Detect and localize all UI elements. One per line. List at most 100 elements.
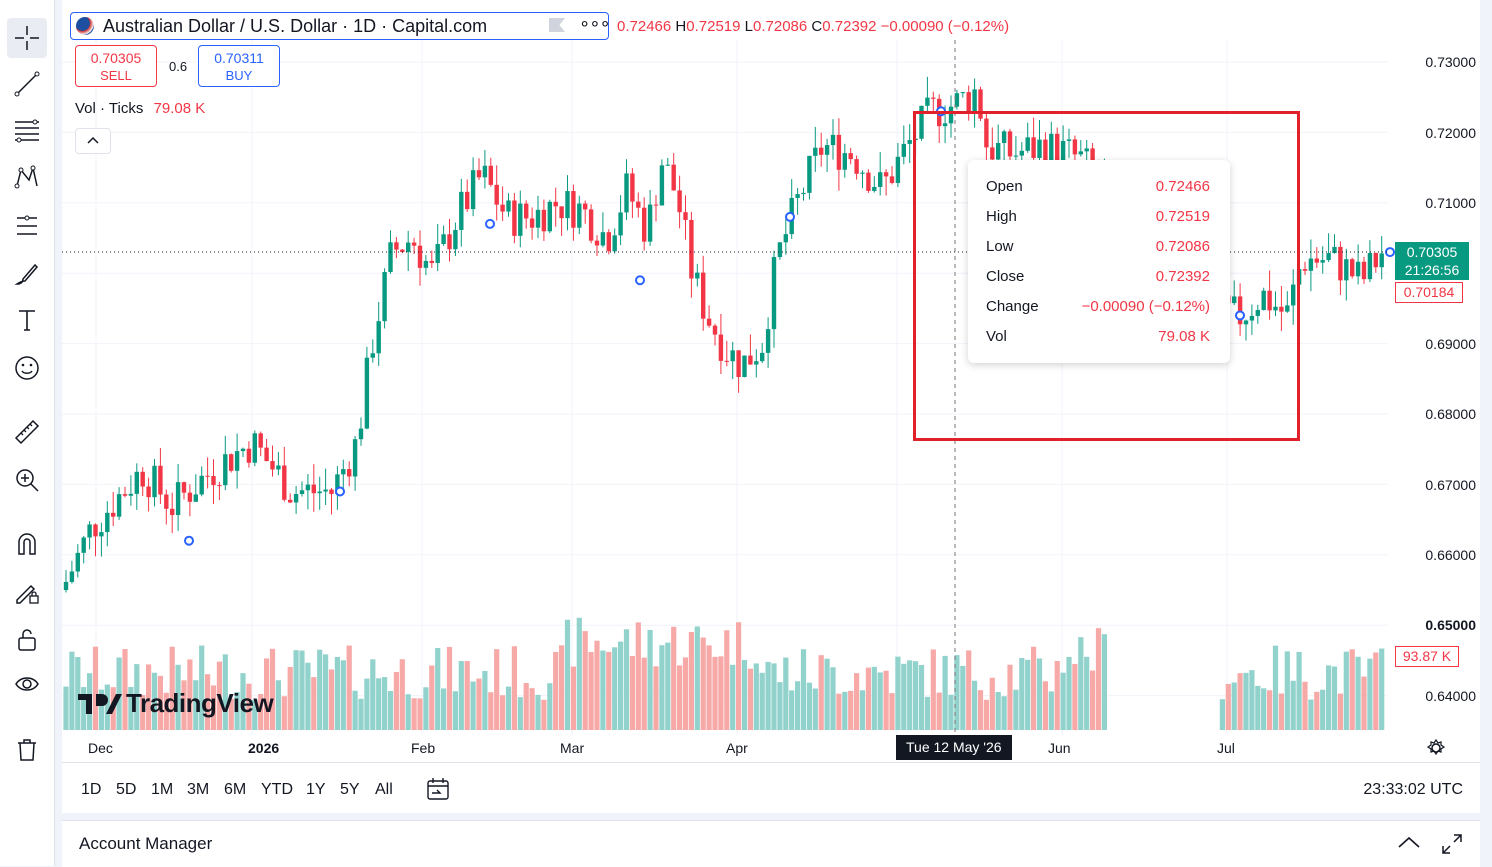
volume-bar [677, 665, 683, 730]
candle-body [895, 156, 901, 183]
candle-body [500, 204, 505, 212]
time-axis[interactable]: Dec 2026 Feb Mar Apr Jun Jul Tue 12 May … [62, 735, 1480, 762]
chart-pane[interactable]: Australian Dollar / U.S. Dollar · 1D · C… [62, 0, 1480, 762]
candle-body [69, 571, 75, 582]
more-button[interactable]: ∘∘∘ [579, 13, 611, 33]
candle-body [140, 471, 145, 487]
volume-bar [671, 626, 677, 730]
candle-body [164, 494, 169, 509]
settings-gear-icon[interactable] [1426, 738, 1446, 758]
brush-icon[interactable] [7, 254, 47, 294]
fib-icon[interactable] [7, 110, 47, 150]
candle-body [1031, 137, 1036, 158]
volume-bar [765, 661, 771, 730]
magnet-icon[interactable] [7, 524, 47, 564]
annotation-rectangle[interactable] [913, 111, 1300, 441]
volume-bar [441, 688, 447, 730]
candle-body [1314, 258, 1319, 263]
range-5y[interactable]: 5Y [340, 781, 360, 798]
candle-body [736, 350, 741, 377]
volume-bar [930, 649, 936, 730]
volume-bar [576, 617, 582, 730]
volume-bar [281, 696, 287, 730]
candle-body [866, 172, 871, 191]
candle-body [193, 494, 198, 502]
emoji-icon[interactable] [7, 348, 47, 388]
volume-legend[interactable]: Vol · Ticks 79.08 K [75, 100, 205, 117]
volume-bar [818, 655, 824, 730]
candle-body [1037, 139, 1042, 158]
ohlc-low-key: L [744, 18, 753, 35]
volume-bar [612, 647, 618, 730]
volume-legend-label: Vol · Ticks [75, 100, 144, 117]
symbol-title[interactable]: Australian Dollar / U.S. Dollar · 1D · C… [103, 16, 488, 36]
trash-icon[interactable] [7, 730, 47, 770]
range-1d[interactable]: 1D [81, 781, 102, 798]
range-1m[interactable]: 1M [151, 781, 174, 798]
range-6m[interactable]: 6M [224, 781, 247, 798]
volume-bar [429, 665, 435, 730]
candle-body [842, 153, 847, 170]
tooltip-vol: 79.08 K [1158, 328, 1210, 345]
candle-body [606, 232, 611, 252]
sell-button[interactable]: 0.70305 SELL [75, 45, 157, 87]
candle-body [942, 123, 948, 127]
account-manager-title[interactable]: Account Manager [79, 834, 213, 853]
text-icon[interactable] [7, 300, 47, 340]
tooltip-open: 0.72466 [1155, 178, 1210, 195]
candle-body [223, 454, 228, 486]
volume-bar [806, 682, 812, 730]
range-all[interactable]: All [375, 781, 393, 798]
volume-bar [417, 698, 423, 730]
calendar-goto-icon[interactable] [425, 776, 451, 802]
volume-bar [582, 631, 588, 730]
symbol-search[interactable]: Australian Dollar / U.S. Dollar · 1D · C… [70, 12, 611, 40]
forecast-icon[interactable] [7, 206, 47, 246]
ohlc-close-value: 0.72392 [822, 18, 877, 35]
candle-body [311, 484, 316, 494]
volume-bar [795, 681, 801, 730]
range-ytd[interactable]: YTD [261, 781, 293, 798]
candle-body [441, 234, 446, 245]
time-tick: Apr [726, 740, 748, 756]
candle-body [535, 209, 541, 228]
volume-bar [175, 664, 181, 730]
zoom-in-icon[interactable] [7, 460, 47, 500]
volume-bar [653, 666, 659, 730]
maximize-icon[interactable] [1440, 832, 1464, 856]
volume-bar [623, 629, 630, 730]
candle-body [695, 272, 700, 279]
volume-bar [741, 659, 748, 730]
flag-marker-icon[interactable] [549, 18, 565, 32]
pattern-icon[interactable] [7, 158, 47, 198]
lock-drawing-icon[interactable] [7, 572, 47, 612]
crosshair-date-label: Tue 12 May '26 [896, 735, 1012, 760]
lock-icon[interactable] [7, 620, 47, 660]
clock[interactable]: 23:33:02 UTC [1363, 781, 1463, 798]
chevron-up-icon[interactable] [1396, 833, 1422, 853]
collapse-legend-button[interactable] [75, 128, 111, 154]
trend-line-icon[interactable] [7, 64, 47, 104]
volume-bar [783, 657, 789, 730]
spread-value: 0.6 [169, 59, 188, 74]
watermark-text: TradingView [126, 688, 274, 718]
crosshair-icon[interactable] [7, 18, 47, 58]
candle-body [352, 439, 358, 477]
volume-bar [69, 651, 75, 730]
eye-icon[interactable] [7, 664, 47, 704]
buy-button[interactable]: 0.70311 BUY [198, 45, 280, 87]
volume-bar [1095, 628, 1102, 730]
price-axis[interactable]: 0.73000 0.72000 0.71000 0.69000 0.68000 … [1390, 0, 1480, 735]
volume-bar [1355, 656, 1361, 730]
candle-body [518, 203, 523, 236]
range-3m[interactable]: 3M [187, 781, 210, 798]
range-5d[interactable]: 5D [116, 781, 137, 798]
price-tick: 0.65000 [1425, 617, 1476, 633]
candle-body [547, 201, 552, 232]
ruler-icon[interactable] [7, 412, 47, 452]
volume-bar [500, 695, 506, 730]
volume-bar [352, 690, 358, 730]
range-1y[interactable]: 1Y [306, 781, 326, 798]
volume-bar [1013, 689, 1019, 730]
candle-body [801, 192, 806, 195]
